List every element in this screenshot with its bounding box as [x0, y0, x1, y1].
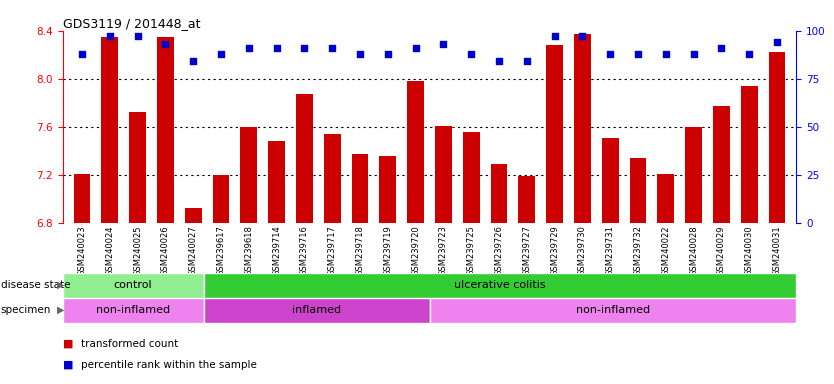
- Text: GSM239720: GSM239720: [411, 225, 420, 276]
- Point: [604, 51, 617, 57]
- Text: GSM239617: GSM239617: [217, 225, 225, 276]
- Bar: [213, 175, 229, 223]
- Text: GSM240026: GSM240026: [161, 225, 170, 276]
- Point: [742, 51, 756, 57]
- Text: GSM239714: GSM239714: [272, 225, 281, 276]
- Point: [465, 51, 478, 57]
- Point: [270, 45, 284, 51]
- Point: [158, 41, 172, 47]
- Point: [354, 51, 367, 57]
- Point: [520, 58, 534, 65]
- Bar: [296, 94, 313, 223]
- Bar: [574, 34, 590, 223]
- Text: ▶: ▶: [57, 305, 64, 315]
- Text: GSM239730: GSM239730: [578, 225, 587, 276]
- Bar: [269, 141, 285, 223]
- Text: GSM240025: GSM240025: [133, 225, 142, 276]
- Bar: [352, 154, 369, 223]
- Text: disease state: disease state: [1, 280, 70, 290]
- Bar: [435, 126, 452, 223]
- Text: GSM239732: GSM239732: [634, 225, 642, 276]
- Bar: [630, 158, 646, 223]
- Point: [325, 45, 339, 51]
- Text: GSM239718: GSM239718: [355, 225, 364, 276]
- Bar: [463, 132, 480, 223]
- Text: GSM240029: GSM240029: [717, 225, 726, 276]
- Text: GSM240028: GSM240028: [689, 225, 698, 276]
- Text: specimen: specimen: [1, 305, 51, 315]
- Point: [75, 51, 88, 57]
- Point: [437, 41, 450, 47]
- Point: [242, 45, 255, 51]
- Bar: [73, 174, 90, 223]
- Text: GSM239731: GSM239731: [605, 225, 615, 276]
- Bar: [686, 127, 702, 223]
- Text: GSM239716: GSM239716: [300, 225, 309, 276]
- Point: [575, 33, 589, 40]
- Bar: [519, 176, 535, 223]
- Text: GSM240023: GSM240023: [78, 225, 87, 276]
- Bar: [546, 45, 563, 223]
- Point: [214, 51, 228, 57]
- Bar: [63, 298, 203, 323]
- Text: GSM239717: GSM239717: [328, 225, 337, 276]
- Bar: [713, 106, 730, 223]
- Point: [381, 51, 394, 57]
- Bar: [769, 52, 786, 223]
- Text: ulcerative colitis: ulcerative colitis: [455, 280, 546, 290]
- Point: [659, 51, 672, 57]
- Bar: [602, 137, 619, 223]
- Point: [131, 33, 144, 40]
- Bar: [203, 273, 796, 298]
- Text: GDS3119 / 201448_at: GDS3119 / 201448_at: [63, 17, 200, 30]
- Bar: [203, 298, 430, 323]
- Text: GSM240024: GSM240024: [105, 225, 114, 276]
- Text: ■: ■: [63, 360, 73, 370]
- Text: GSM240030: GSM240030: [745, 225, 754, 276]
- Bar: [490, 164, 507, 223]
- Text: GSM240022: GSM240022: [661, 225, 671, 276]
- Bar: [407, 81, 424, 223]
- Text: inflamed: inflamed: [292, 305, 341, 315]
- Bar: [63, 273, 203, 298]
- Point: [187, 58, 200, 65]
- Bar: [657, 174, 674, 223]
- Point: [409, 45, 422, 51]
- Point: [548, 33, 561, 40]
- Point: [687, 51, 701, 57]
- Text: control: control: [113, 280, 153, 290]
- Point: [103, 33, 117, 40]
- Bar: [430, 298, 796, 323]
- Point: [492, 58, 505, 65]
- Text: GSM239719: GSM239719: [384, 225, 392, 276]
- Text: GSM239725: GSM239725: [467, 225, 475, 276]
- Point: [631, 51, 645, 57]
- Text: ■: ■: [63, 339, 73, 349]
- Bar: [379, 156, 396, 223]
- Bar: [324, 134, 340, 223]
- Bar: [102, 37, 118, 223]
- Text: GSM239729: GSM239729: [550, 225, 559, 276]
- Text: transformed count: transformed count: [81, 339, 178, 349]
- Point: [771, 39, 784, 45]
- Text: ▶: ▶: [57, 280, 64, 290]
- Point: [715, 45, 728, 51]
- Text: GSM239727: GSM239727: [522, 225, 531, 276]
- Bar: [240, 127, 257, 223]
- Bar: [741, 86, 757, 223]
- Text: GSM239723: GSM239723: [439, 225, 448, 276]
- Text: non-inflamed: non-inflamed: [96, 305, 170, 315]
- Point: [298, 45, 311, 51]
- Text: GSM239726: GSM239726: [495, 225, 504, 276]
- Bar: [157, 37, 173, 223]
- Text: GSM240031: GSM240031: [772, 225, 781, 276]
- Bar: [185, 209, 202, 223]
- Text: percentile rank within the sample: percentile rank within the sample: [81, 360, 257, 370]
- Text: GSM239618: GSM239618: [244, 225, 254, 276]
- Text: GSM240027: GSM240027: [188, 225, 198, 276]
- Bar: [129, 113, 146, 223]
- Text: non-inflamed: non-inflamed: [576, 305, 650, 315]
